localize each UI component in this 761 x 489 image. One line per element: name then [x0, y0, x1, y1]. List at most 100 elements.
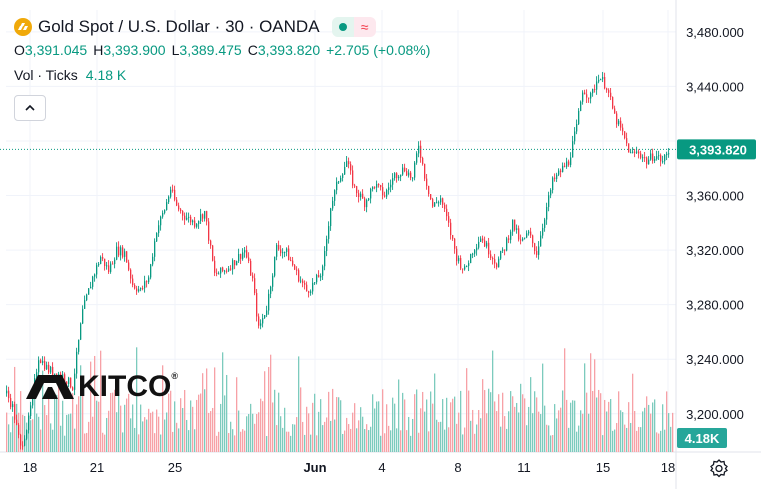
candle-body — [600, 79, 602, 81]
candle-body — [398, 176, 400, 179]
candle-body — [162, 212, 164, 217]
candle-body — [214, 260, 216, 273]
candle-body — [382, 187, 384, 196]
candle-body — [408, 172, 410, 176]
candle-body — [442, 198, 444, 205]
volume-bar — [136, 347, 138, 452]
volume-bar — [612, 430, 614, 452]
volume-label[interactable]: Vol · Ticks — [14, 67, 78, 83]
candle-body — [338, 181, 340, 183]
volume-bar — [624, 424, 626, 452]
candle-body — [388, 187, 390, 190]
volume-bar — [362, 416, 364, 452]
volume-bar — [234, 435, 236, 452]
last-price-label: 3,393.820 — [689, 142, 747, 157]
volume-bar — [262, 401, 264, 452]
volume-bar — [568, 427, 570, 452]
volume-bar — [76, 404, 78, 452]
candle-body — [114, 259, 116, 265]
candle-body — [322, 266, 324, 276]
candle-body — [366, 200, 368, 208]
candle-body — [378, 184, 380, 186]
candle-body — [270, 286, 272, 294]
volume-bar — [476, 424, 478, 452]
candle-body — [432, 199, 434, 207]
candle-body — [184, 215, 186, 220]
high-key: H — [93, 42, 104, 58]
symbol-title[interactable]: Gold Spot / U.S. Dollar · 30 · OANDA — [38, 17, 320, 36]
volume-bar — [10, 432, 12, 452]
candle-body — [94, 274, 96, 277]
volume-bar — [282, 427, 284, 452]
volume-bar — [378, 401, 380, 452]
candle-body — [516, 228, 518, 230]
volume-bar — [278, 392, 280, 452]
collapse-legend-button[interactable] — [14, 95, 46, 121]
candle-body — [662, 161, 664, 163]
candle-body — [608, 90, 610, 93]
volume-bar — [356, 428, 358, 452]
volume-bar — [494, 401, 496, 452]
market-status-pill[interactable]: ≈ — [331, 17, 376, 37]
volume-bar — [312, 402, 314, 452]
volume-bar — [486, 413, 488, 452]
candle-body — [200, 214, 202, 222]
volume-bar — [516, 402, 518, 452]
candle-body — [100, 257, 102, 264]
candle-body — [418, 145, 420, 154]
candle-body — [306, 284, 308, 292]
volume-bar — [410, 435, 412, 452]
volume-bar — [256, 413, 258, 452]
volume-bar — [254, 423, 256, 452]
candle-body — [664, 155, 666, 162]
candle-body — [266, 310, 268, 316]
volume-bar — [520, 383, 522, 452]
candle-body — [406, 171, 408, 176]
volume-bar — [236, 377, 238, 452]
candle-body — [108, 265, 110, 272]
candle-body — [64, 374, 66, 382]
candle-body — [620, 120, 622, 128]
volume-bar — [118, 392, 120, 452]
candle-body — [238, 254, 240, 262]
volume-bar — [186, 419, 188, 452]
volume-bar — [376, 401, 378, 452]
volume-bar — [648, 404, 650, 452]
volume-bar — [202, 373, 204, 452]
volume-bar — [664, 429, 666, 452]
candle-body — [152, 256, 154, 265]
candle-body — [304, 283, 306, 285]
candle-body — [66, 381, 68, 384]
volume-bar — [546, 424, 548, 452]
volume-bar — [320, 399, 322, 452]
candle-body — [40, 360, 42, 363]
candle-body — [160, 216, 162, 226]
candle-body — [230, 268, 232, 270]
candle-body — [484, 240, 486, 247]
candle-body — [434, 202, 436, 207]
volume-bar — [294, 424, 296, 452]
volume-bar — [462, 434, 464, 452]
candle-body — [82, 308, 84, 324]
candle-body — [628, 143, 630, 153]
volume-bar — [86, 432, 88, 452]
candle-body — [278, 244, 280, 250]
volume-bar — [418, 432, 420, 452]
volume-bar — [24, 415, 26, 452]
volume-bar — [354, 403, 356, 452]
volume-bar — [626, 427, 628, 452]
candle-body — [552, 177, 554, 191]
volume-bar — [260, 398, 262, 452]
candle-body — [210, 240, 212, 246]
volume-bar — [178, 428, 180, 452]
candle-body — [128, 262, 130, 270]
volume-bar — [154, 433, 156, 452]
volume-bar — [370, 426, 372, 452]
volume-bar — [528, 406, 530, 452]
settings-gear-icon[interactable] — [708, 457, 730, 479]
volume-bar — [160, 434, 162, 452]
candle-body — [110, 263, 112, 272]
candle-body — [16, 419, 18, 425]
candle-body — [252, 275, 254, 279]
